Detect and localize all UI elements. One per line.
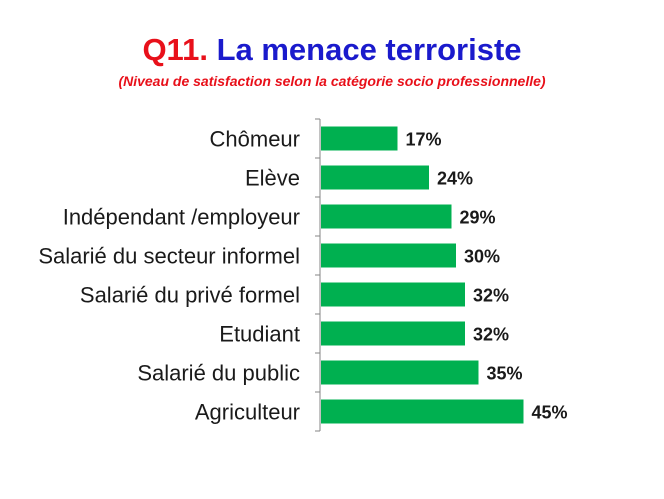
- title-text: La menace terroriste: [216, 32, 522, 67]
- chart-title: Q11. La menace terroriste: [0, 30, 664, 70]
- bar: [321, 321, 465, 346]
- bar: [321, 399, 524, 424]
- category-label: Salarié du privé formel: [80, 283, 300, 308]
- bar: [321, 282, 465, 307]
- category-label: Salarié du public: [137, 361, 300, 386]
- bar: [321, 360, 479, 385]
- value-label: 32%: [473, 325, 509, 345]
- value-label: 29%: [460, 208, 496, 228]
- value-label: 32%: [473, 286, 509, 306]
- category-label: Indépendant /employeur: [63, 205, 300, 230]
- value-label: 45%: [532, 403, 568, 423]
- category-label: Salarié du secteur informel: [38, 244, 300, 269]
- title-question-number: Q11.: [142, 32, 208, 67]
- bar: [321, 204, 452, 229]
- category-label: Chômeur: [210, 127, 300, 152]
- category-label: Agriculteur: [195, 400, 300, 425]
- value-label: 24%: [437, 169, 473, 189]
- chart-subtitle: (Niveau de satisfaction selon la catégor…: [118, 73, 546, 89]
- value-label: 17%: [406, 130, 442, 150]
- category-label: Etudiant: [219, 322, 300, 347]
- bar: [321, 165, 429, 190]
- bar: [321, 243, 456, 268]
- value-label: 35%: [487, 364, 523, 384]
- value-label: 30%: [464, 247, 500, 267]
- bar: [321, 126, 398, 151]
- category-label: Elève: [245, 166, 300, 191]
